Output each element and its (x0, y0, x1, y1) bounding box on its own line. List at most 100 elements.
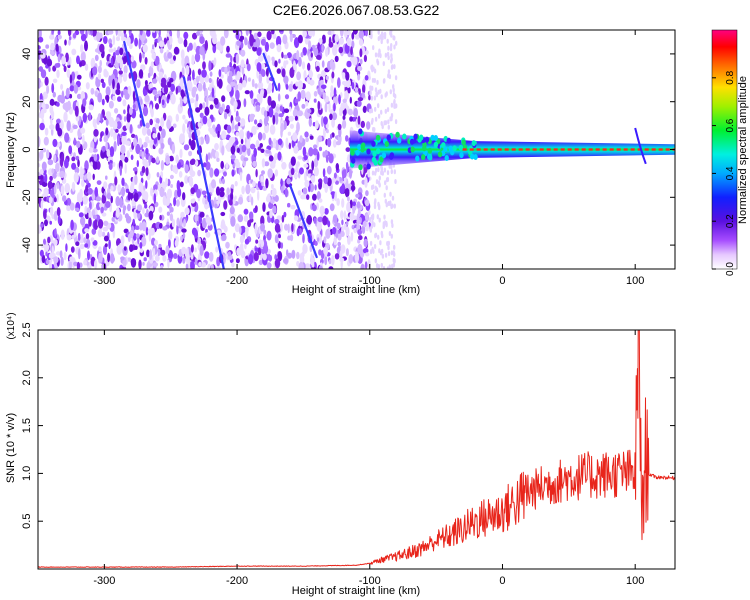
speckle-mark (223, 171, 227, 177)
speckle-mark (342, 119, 347, 129)
speckle-mark (314, 241, 318, 246)
speckle-mark (240, 243, 244, 249)
speckle-mark (142, 44, 148, 53)
speckle-mark (213, 196, 217, 206)
speckle-mark (352, 56, 358, 66)
speckle-mark (283, 108, 290, 113)
speckle-mark (274, 234, 279, 244)
speckle-mark (300, 194, 306, 200)
streak-mark (123, 40, 146, 127)
speckle-mark (360, 263, 365, 269)
speckle-mark (364, 177, 368, 188)
speckle-mark (132, 167, 138, 172)
speckle-mark (393, 100, 396, 106)
speckle-mark (199, 103, 203, 110)
speckle-mark (266, 75, 270, 84)
speckle-mark (182, 114, 186, 120)
speckle-mark (263, 244, 269, 254)
speckle-mark (317, 237, 320, 242)
speckle-mark (244, 243, 247, 250)
speckle-mark (83, 237, 87, 244)
speckle-mark (94, 186, 98, 197)
speckle-mark (249, 30, 252, 35)
speckle-mark (373, 68, 377, 74)
speckle-mark (53, 184, 57, 195)
speckle-mark (261, 158, 266, 168)
speckle-mark (160, 160, 164, 171)
speckle-mark (63, 251, 67, 261)
speckle-mark (257, 122, 262, 128)
speckle-mark (325, 75, 329, 80)
speckle-mark (211, 149, 215, 154)
speckle-mark (281, 161, 287, 170)
speckle-mark (364, 75, 369, 81)
speckle-mark (184, 175, 189, 184)
speckle-mark (381, 233, 384, 239)
speckle-mark (167, 250, 174, 261)
speckle-mark (145, 136, 150, 143)
speckle-mark (105, 111, 112, 120)
y-tick-label: -40 (21, 237, 33, 253)
speckle-mark (53, 210, 58, 221)
speckle-mark (387, 69, 391, 75)
speckle-mark (142, 185, 146, 191)
speckle-mark (39, 122, 45, 131)
speckle-mark (306, 214, 313, 225)
speckle-mark (186, 46, 190, 53)
speckle-mark (379, 34, 382, 40)
speckle-mark (169, 59, 175, 65)
speckle-mark (373, 200, 377, 206)
speckle-mark (371, 77, 375, 83)
speckle-mark (379, 240, 382, 246)
speckle-mark (224, 66, 228, 75)
speckle-mark (142, 261, 145, 266)
speckle-mark (100, 112, 103, 124)
speckle-mark (373, 190, 376, 196)
speckle-mark (158, 95, 162, 105)
speckle-mark (265, 149, 271, 154)
speckle-mark (329, 113, 333, 121)
speckle-mark (170, 93, 176, 105)
speckle-mark (108, 239, 111, 250)
speckle-mark (277, 82, 281, 92)
speckle-mark (260, 148, 265, 153)
speckle-mark (278, 234, 281, 239)
speckle-mark (344, 30, 348, 38)
speckle-mark (179, 181, 184, 188)
speckle-mark (81, 233, 84, 242)
speckle-mark (230, 216, 236, 227)
speckle-mark (256, 69, 259, 79)
speckle-mark (161, 99, 165, 106)
speckle-mark (261, 69, 266, 77)
speckle-mark (237, 82, 243, 91)
speckle-mark (355, 251, 358, 256)
speckle-mark (311, 160, 315, 171)
speckle-mark (88, 112, 92, 122)
speckle-mark (220, 36, 226, 46)
speckle-mark (61, 55, 66, 65)
speckle-mark (336, 198, 340, 206)
speckle-mark (239, 129, 245, 140)
speckle-mark (69, 259, 72, 269)
speckle-mark (97, 65, 102, 74)
speckle-mark (283, 54, 288, 59)
speckle-mark (375, 263, 379, 269)
speckle-mark (357, 73, 361, 81)
speckle-mark (73, 84, 79, 94)
speckle-mark (221, 178, 225, 185)
speckle-mark (374, 258, 377, 264)
speckle-mark (149, 205, 154, 213)
speckle-mark (337, 123, 342, 131)
y-tick-label: 0.5 (21, 514, 33, 529)
speckle-mark (240, 225, 246, 234)
speckle-mark (79, 262, 83, 268)
speckle-mark (327, 137, 332, 148)
speckle-mark (76, 55, 80, 65)
colorbar-gradient (711, 29, 738, 270)
speckle-mark (141, 236, 147, 247)
speckle-mark (278, 58, 281, 64)
speckle-mark (347, 86, 351, 94)
speckle-mark (387, 45, 390, 51)
speckle-mark (126, 203, 131, 212)
speckle-mark (350, 231, 354, 242)
